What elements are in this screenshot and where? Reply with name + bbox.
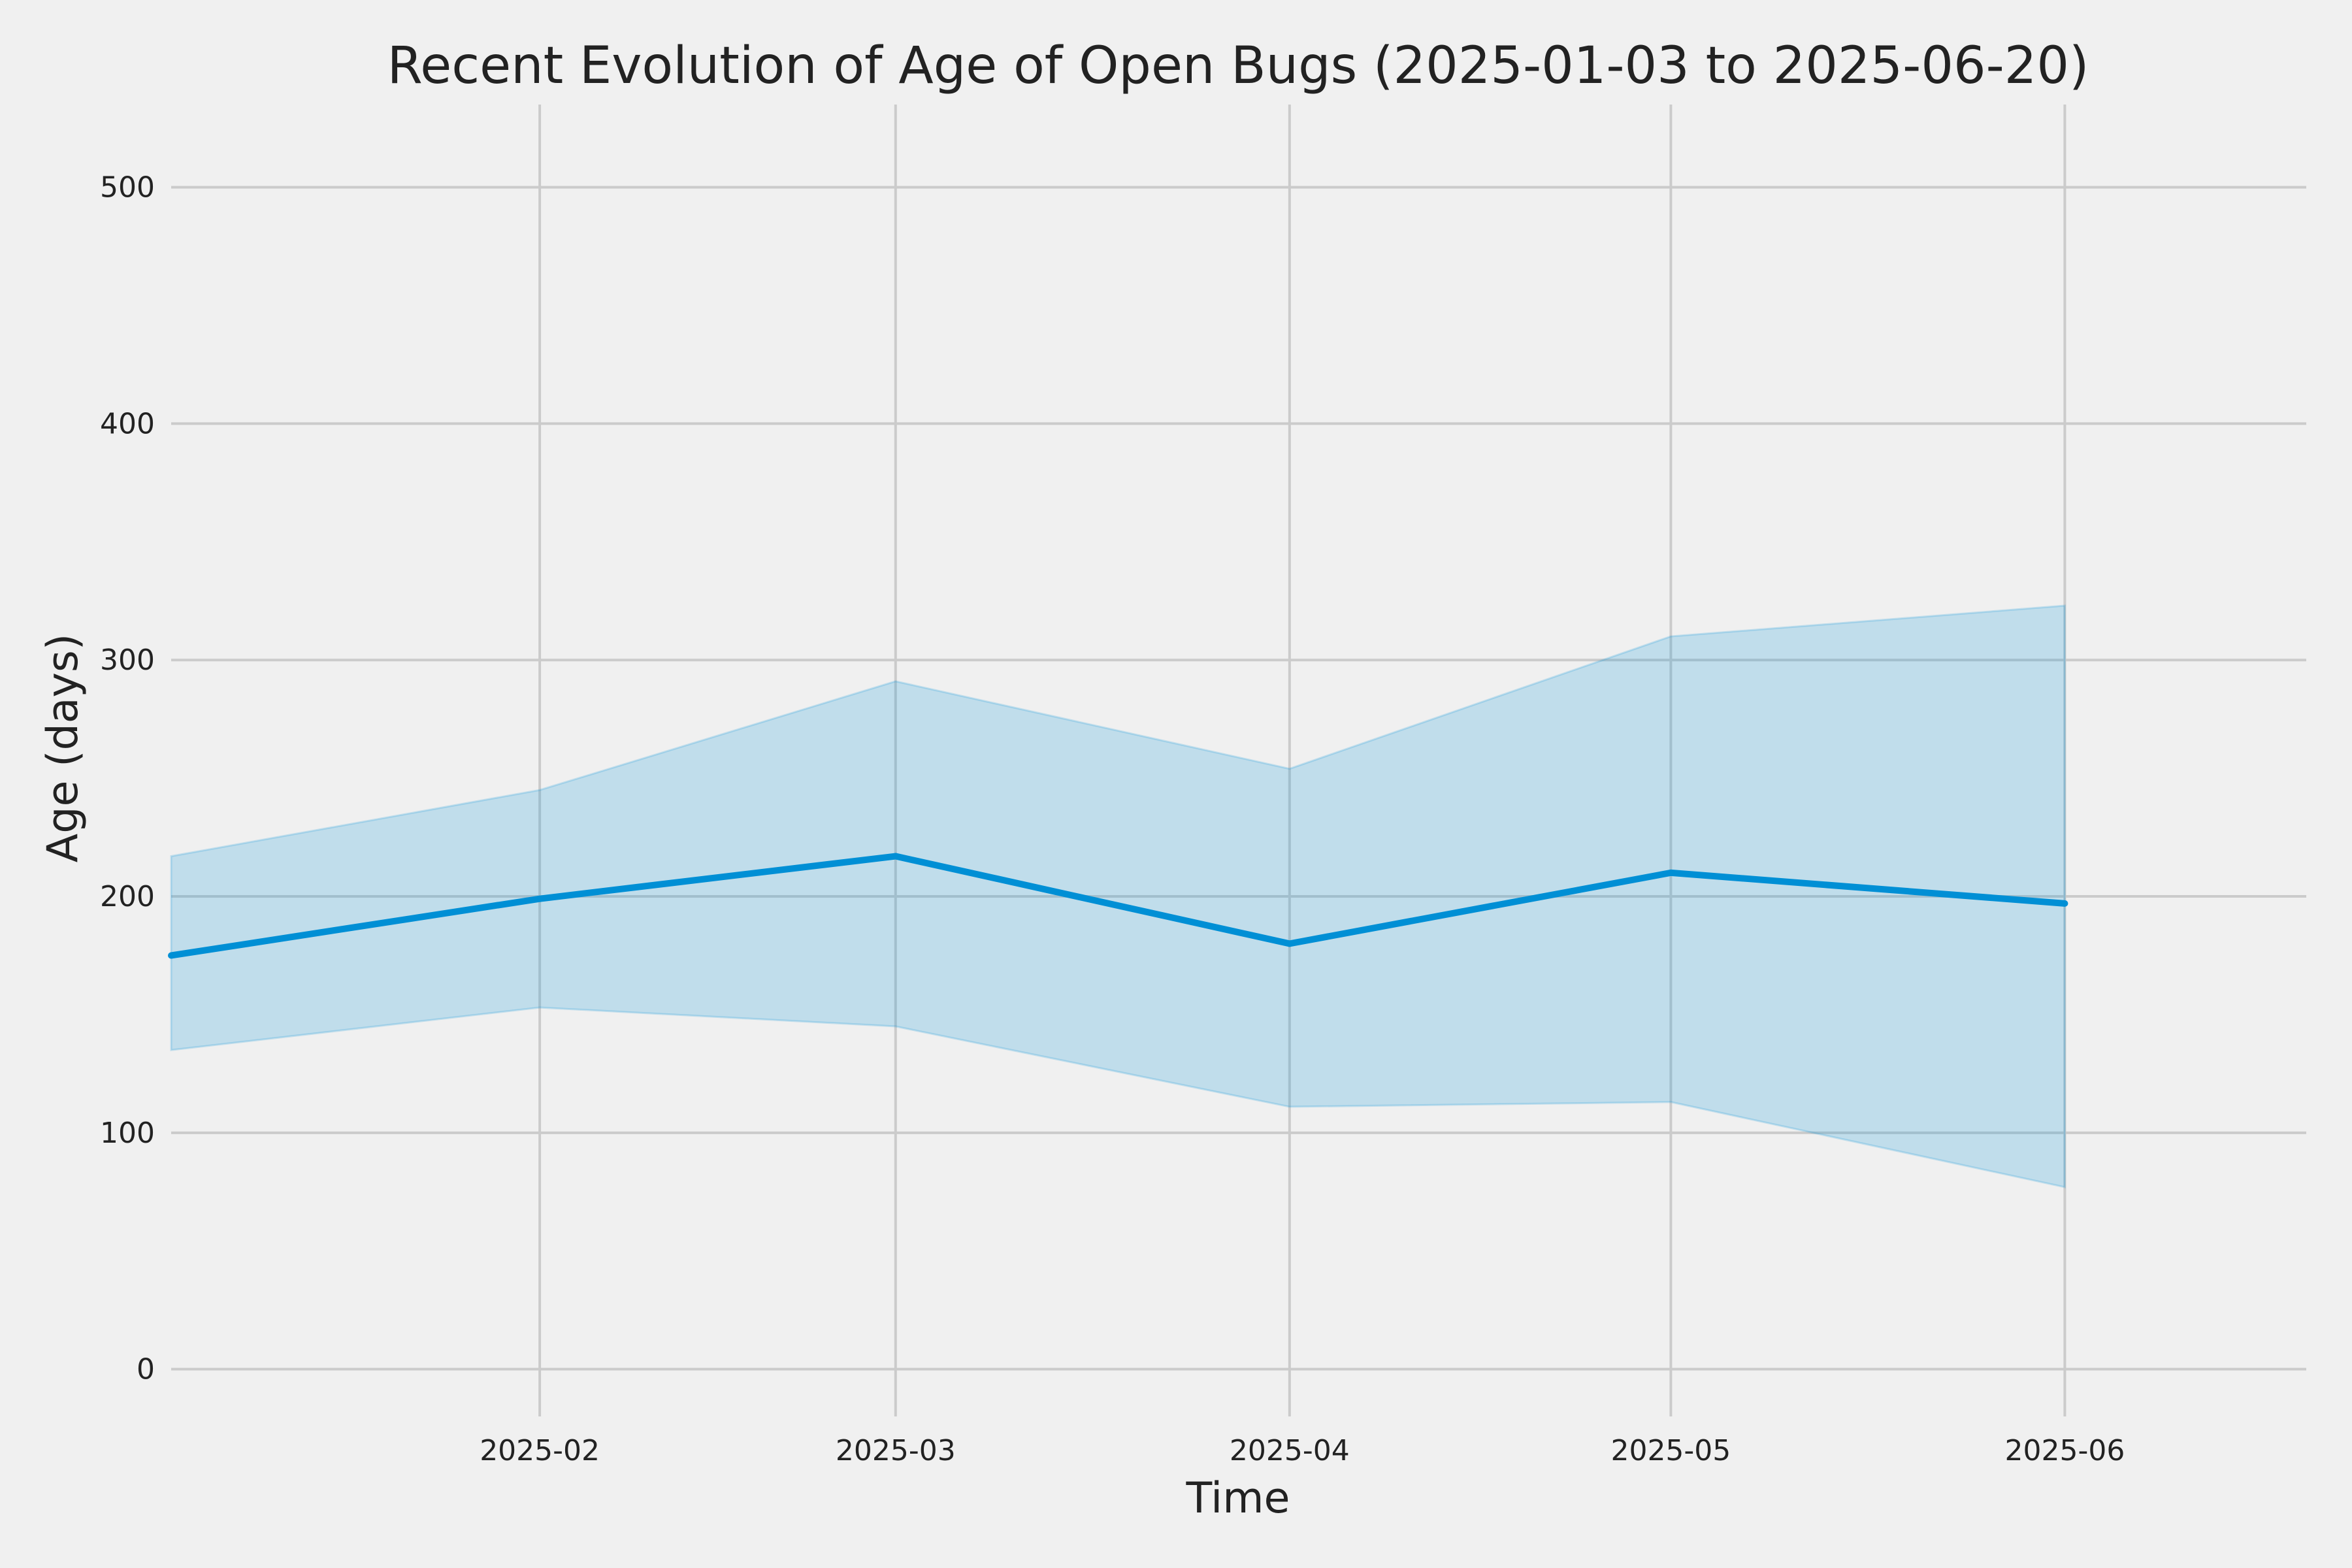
- x-tick-label: 2025-06: [2004, 1434, 2125, 1467]
- y-axis-label: Age (days): [39, 634, 88, 863]
- data-point: [2061, 900, 2068, 907]
- x-tick-label: 2025-05: [1610, 1434, 1731, 1467]
- mean-line: [171, 853, 2065, 959]
- chart-title: Recent Evolution of Age of Open Bugs (20…: [387, 37, 2089, 95]
- range-band: [170, 604, 2066, 1188]
- x-tick-label: 2025-04: [1230, 1434, 1350, 1467]
- y-tick-label: 0: [137, 1353, 155, 1386]
- y-tick-label: 100: [100, 1117, 155, 1150]
- data-point: [1667, 869, 1674, 876]
- x-tick-label: 2025-02: [480, 1434, 600, 1467]
- data-point: [536, 895, 544, 902]
- y-tick-label: 400: [100, 407, 155, 440]
- x-axis-label: Time: [1185, 1474, 1290, 1523]
- y-tick-label: 500: [100, 171, 155, 204]
- chart-marks: [168, 853, 2068, 959]
- data-point: [168, 952, 174, 959]
- data-point: [1286, 940, 1293, 947]
- grid: [171, 105, 2306, 1416]
- y-tick-label: 200: [100, 880, 155, 913]
- y-tick-label: 300: [100, 644, 155, 677]
- tick-labels: 0 100 200 300 400 500 2025-02 2025-03 2025-04 202…: [100, 171, 2125, 1467]
- data-point: [892, 853, 899, 860]
- x-tick-label: 2025-03: [836, 1434, 956, 1467]
